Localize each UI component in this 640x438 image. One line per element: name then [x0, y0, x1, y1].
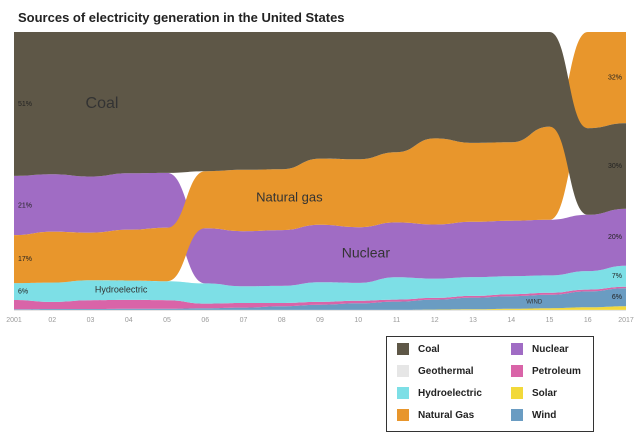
stacked-areas — [14, 32, 626, 311]
inline-label-nuclear: Nuclear — [342, 245, 391, 261]
legend-label: Petroleum — [532, 365, 581, 377]
end-label-nuclear: 20% — [608, 234, 622, 241]
legend-label: Solar — [532, 387, 558, 399]
end-label-wind: 6% — [612, 294, 622, 301]
x-tick-label: 04 — [125, 317, 133, 324]
legend-swatch — [511, 409, 523, 421]
inline-label-natural-gas: Natural gas — [256, 190, 323, 205]
x-tick-label: 08 — [278, 317, 286, 324]
x-tick-label: 13 — [469, 317, 477, 324]
area-natural-gas — [14, 32, 626, 284]
legend-swatch — [511, 365, 523, 377]
legend-label: Natural Gas — [418, 409, 475, 421]
x-tick-label: 14 — [507, 317, 515, 324]
legend-item-petroleum: Petroleum — [511, 365, 581, 377]
area-petroleum — [14, 286, 626, 310]
area-geothermal — [14, 309, 626, 311]
x-tick-label: 10 — [354, 317, 362, 324]
inline-label-wind: WIND — [526, 299, 543, 305]
end-label-hydroelectric: 7% — [612, 273, 622, 280]
x-tick-label: 12 — [431, 317, 439, 324]
legend-label: Geothermal — [418, 365, 474, 377]
series-labels: 51% 21% 17% 6% 32% 30% 20% 7% 6% Coal Natural gas N… — [18, 74, 622, 305]
legend-swatch — [511, 387, 523, 399]
area-hydroelectric — [14, 265, 626, 304]
end-label-natural-gas: 32% — [608, 74, 622, 81]
x-tick-label: 2001 — [6, 317, 22, 324]
area-solar — [14, 306, 626, 310]
legend-item-natural-gas: Natural Gas — [397, 409, 474, 421]
chart-title: Sources of electricity generation in the… — [18, 10, 345, 25]
legend-item-hydroelectric: Hydroelectric — [397, 387, 482, 399]
inline-label-hydroelectric: Hydroelectric — [95, 285, 148, 295]
legend-label: Coal — [418, 343, 440, 355]
x-tick-label: 15 — [546, 317, 554, 324]
x-tick-label: 03 — [87, 317, 95, 324]
x-tick-label: 02 — [48, 317, 56, 324]
x-axis-ticks: 2001 02 03 04 05 06 07 08 09 10 11 12 13 14 15 16 2017 — [6, 317, 634, 324]
legend-item-solar: Solar — [511, 387, 557, 399]
end-label-coal: 30% — [608, 163, 622, 170]
start-label-nuclear: 21% — [18, 202, 32, 209]
legend-item-nuclear: Nuclear — [511, 343, 569, 355]
x-tick-label: 06 — [201, 317, 209, 324]
legend-swatch — [397, 365, 409, 377]
area-coal — [14, 32, 626, 215]
legend-swatch — [511, 343, 523, 355]
legend-item-coal: Coal — [397, 343, 440, 355]
start-label-coal: 51% — [18, 101, 32, 108]
legend-item-wind: Wind — [511, 409, 556, 421]
area-wind — [14, 288, 626, 310]
legend-item-geothermal: Geothermal — [397, 365, 474, 377]
inline-label-coal: Coal — [86, 95, 119, 112]
x-tick-label: 2017 — [618, 317, 634, 324]
area-nuclear — [14, 172, 626, 287]
x-tick-label: 16 — [584, 317, 592, 324]
x-tick-label: 05 — [163, 317, 171, 324]
legend: Coal Nuclear Geothermal Petroleum Hydroelect… — [386, 336, 594, 432]
legend-label: Nuclear — [532, 343, 569, 355]
legend-swatch — [397, 387, 409, 399]
legend-swatch — [397, 343, 409, 355]
legend-label: Wind — [532, 409, 557, 421]
start-label-natural-gas: 17% — [18, 256, 32, 263]
start-label-hydroelectric: 6% — [18, 288, 28, 295]
legend-swatch — [397, 409, 409, 421]
x-tick-label: 11 — [393, 317, 400, 324]
x-tick-label: 09 — [316, 317, 324, 324]
x-tick-label: 07 — [240, 317, 248, 324]
legend-label: Hydroelectric — [418, 387, 482, 399]
